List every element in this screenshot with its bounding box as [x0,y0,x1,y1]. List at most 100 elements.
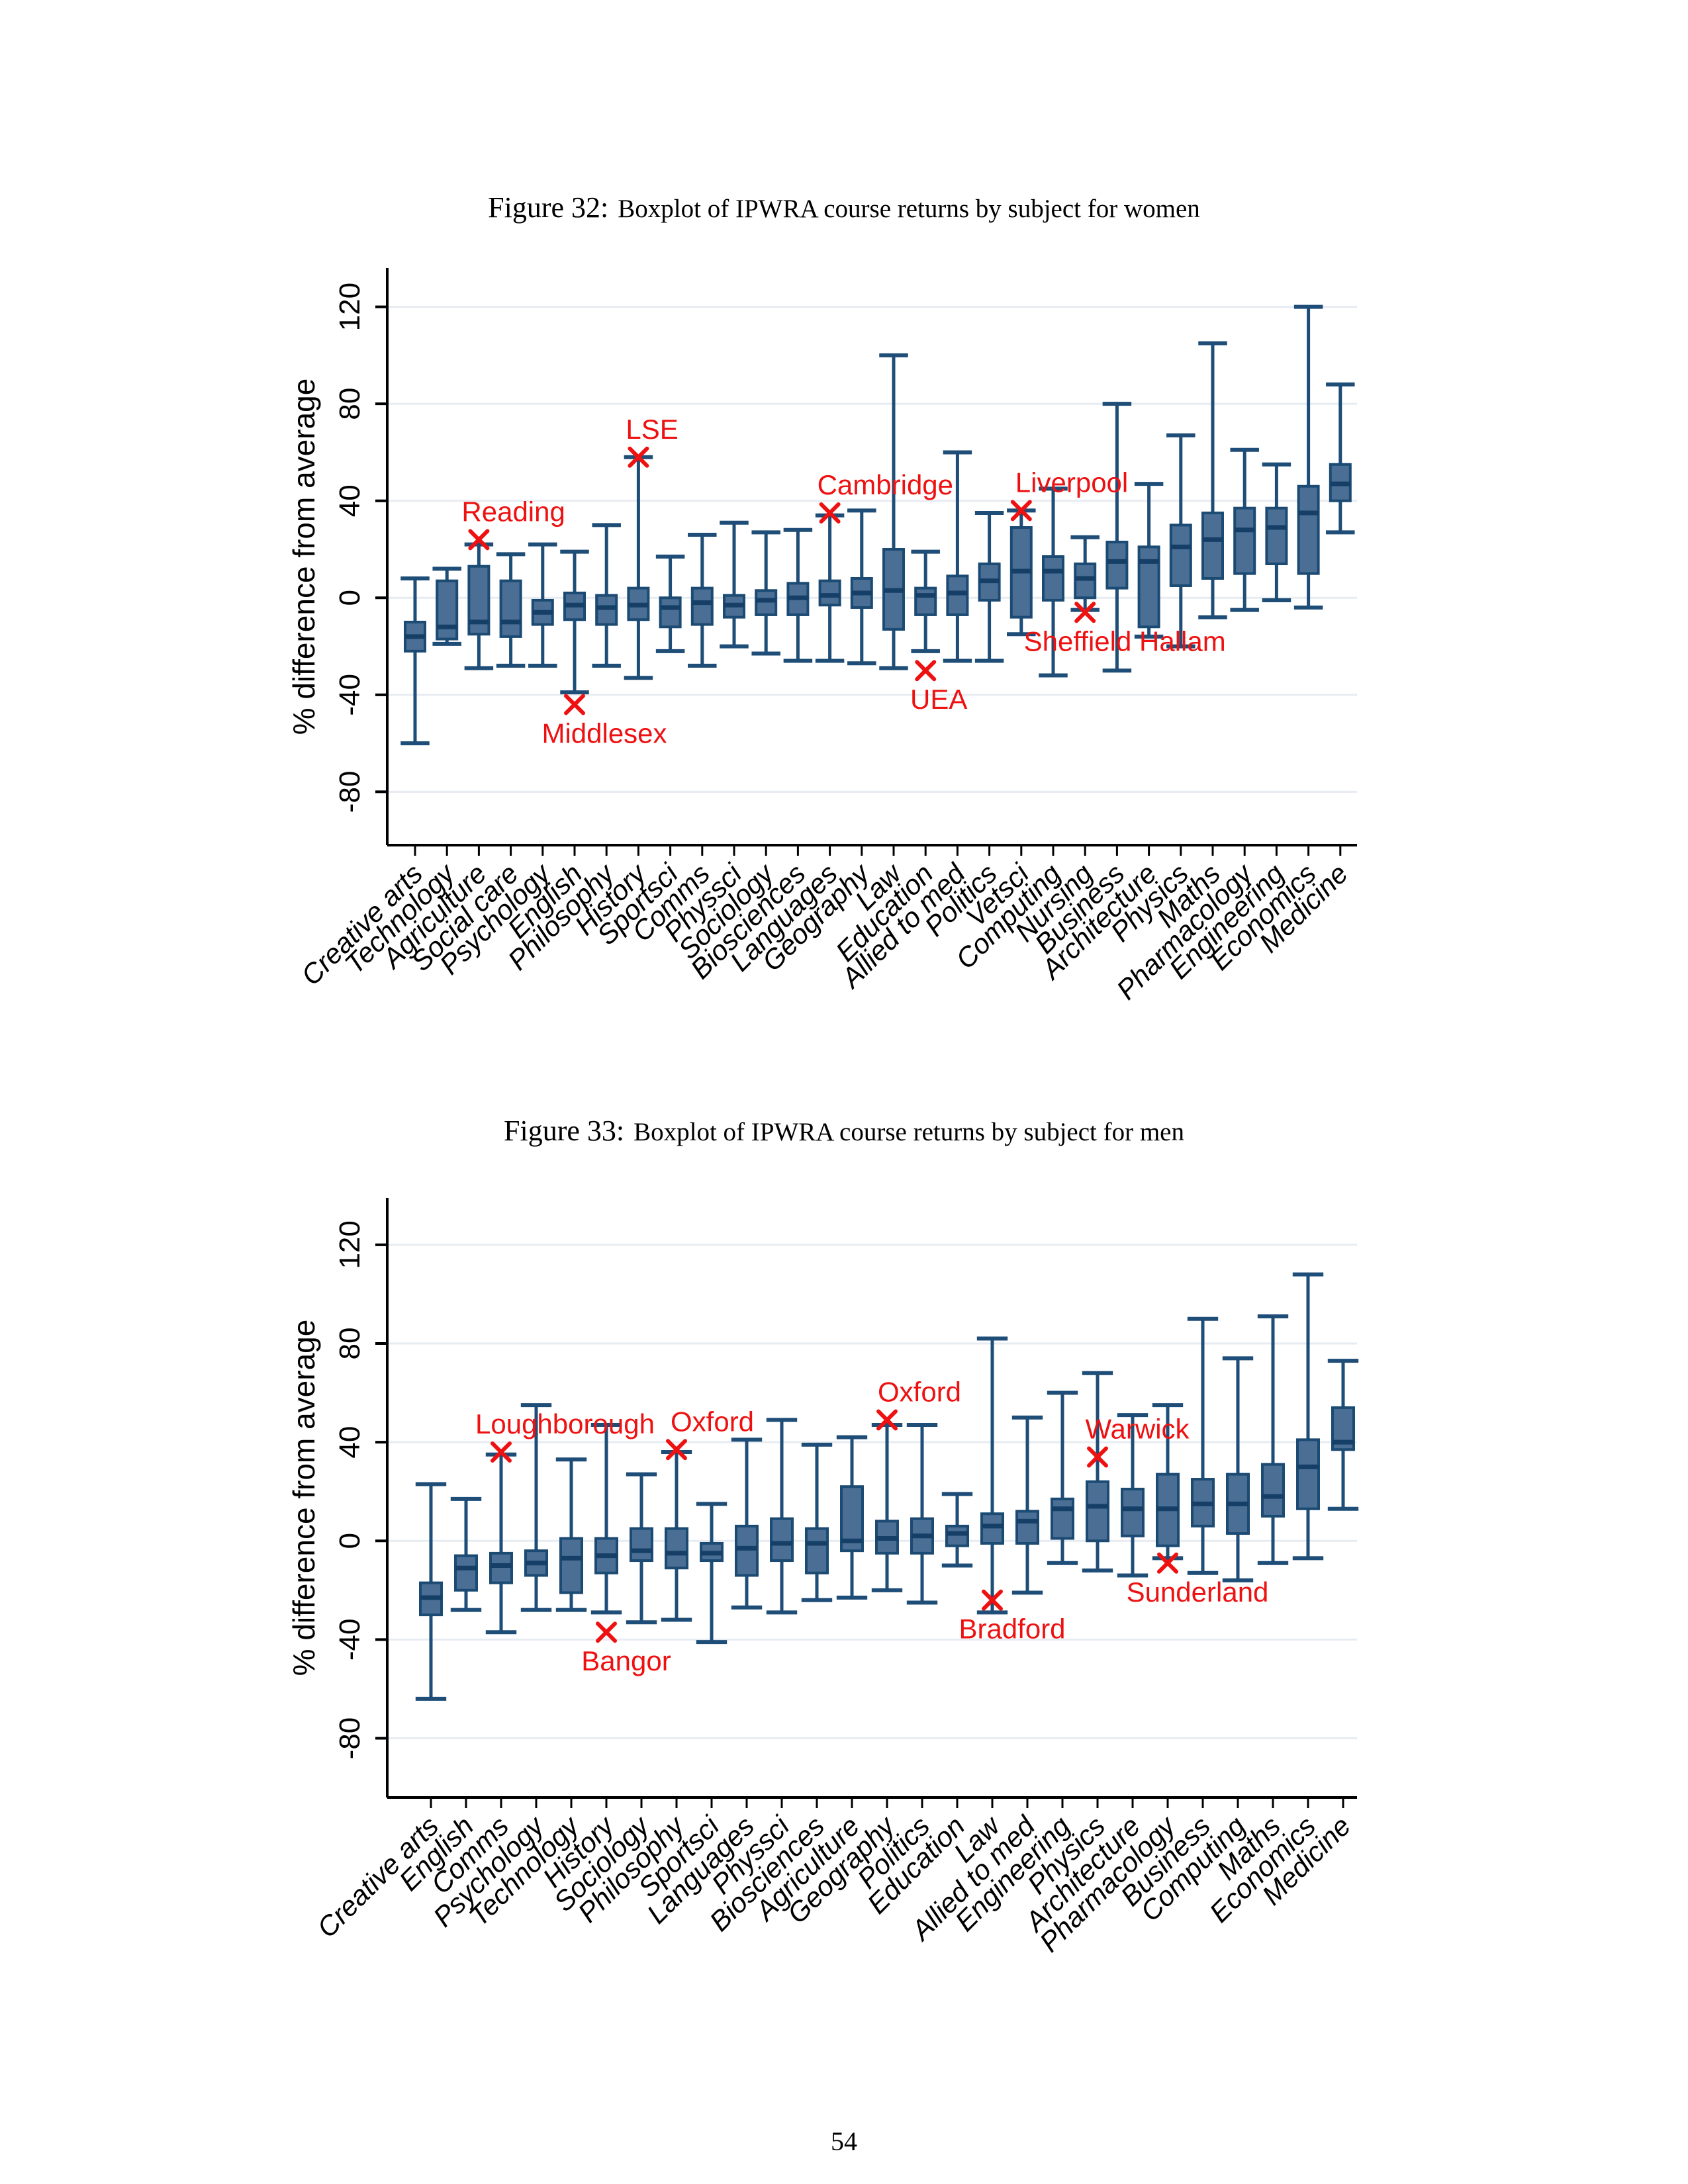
box-Psychology [528,542,557,668]
figure-33-caption: Figure 33: Boxplot of IPWRA course return… [0,1114,1688,1148]
box-Geography [847,508,876,666]
box-Computing [1039,486,1068,678]
box-Social care [496,552,526,668]
box-Languages [815,513,845,663]
box-Architecture [1117,1413,1149,1578]
svg-text:Sunderland: Sunderland [1127,1576,1269,1608]
outlier-Cambridge: Cambridge [818,469,953,524]
box-Pharmacology [1152,1403,1184,1561]
box-Economics [1293,304,1323,610]
box-Physics [1166,433,1196,649]
box-Maths [1257,1314,1289,1565]
box-Psychology [520,1403,552,1612]
outlier-Oxford: Oxford [666,1406,754,1461]
box-Comms [485,1452,517,1635]
svg-text:-40: -40 [334,1619,366,1661]
y-axis-title: % difference from average [291,1320,321,1676]
box-Medicine [1326,382,1355,535]
gridlines [387,306,1357,793]
svg-text:Liverpool: Liverpool [1015,467,1128,498]
box-Vetsci [1007,508,1036,637]
box-Philosophy [592,523,621,668]
box-Engineering [1047,1390,1078,1565]
box-Biosciences [783,527,813,663]
box-Allied to med [1011,1415,1043,1595]
box-English [450,1496,482,1612]
x-tick-labels: Creative artsTechnologyAgricultureSocial… [295,845,1354,1005]
box-Computing [1222,1356,1254,1582]
svg-text:LSE: LSE [626,414,678,445]
outlier-Sunderland: Sunderland [1127,1552,1269,1608]
box-Biosciences [801,1442,833,1602]
box-Engineering [1262,462,1291,602]
box-Allied to med [943,450,972,663]
figure-33-caption-text: Boxplot of IPWRA course returns by subje… [633,1118,1184,1146]
outlier-Bangor: Bangor [581,1621,671,1676]
outlier-Middlesex: Middlesex [541,694,667,749]
outlier-Sheffield Hallam: Sheffield Hallam [1024,602,1226,657]
box-English [560,549,589,695]
svg-text:120: 120 [334,283,366,331]
svg-text:Sheffield Hallam: Sheffield Hallam [1024,625,1226,657]
box-Law [976,1336,1008,1615]
box-Sociology [626,1472,657,1625]
box-Sportsci [696,1502,727,1645]
box-Technology [555,1457,587,1612]
outlier-UEA: UEA [910,660,967,715]
svg-text:40: 40 [334,484,366,517]
box-Business [1187,1316,1219,1575]
box-Geography [871,1423,903,1592]
svg-text:Reading: Reading [461,496,565,527]
y-axis-title: % difference from average [291,379,321,735]
svg-text:0: 0 [334,1533,366,1549]
svg-text:Bangor: Bangor [581,1645,671,1676]
svg-text:Oxford: Oxford [671,1406,754,1437]
box-Maths [1198,341,1227,619]
svg-text:Loughborough: Loughborough [475,1408,655,1439]
figure-32-caption-label: Figure 32: [488,191,609,224]
box-Architecture [1134,482,1164,639]
box-Comms [688,533,717,668]
x-tick-labels: Creative artsEnglishCommsPsychologyTechn… [311,1797,1356,1958]
outlier-LSE: LSE [626,414,679,468]
box-Languages [731,1437,763,1610]
box-Creative arts [400,576,430,746]
box-Physsci [720,520,749,649]
figure-32-caption-text: Boxplot of IPWRA course returns by subje… [618,195,1200,223]
box-Business [1102,402,1132,673]
y-tick-labels: 120 80 40 0 -40 -80 [334,283,387,813]
svg-text:Bradford: Bradford [959,1614,1065,1645]
box-Education [911,549,940,653]
figure-32-boxplot-chart: 120 80 40 0 -40 -80 % difference from average C… [291,268,1357,1005]
svg-text:Warwick: Warwick [1085,1413,1190,1444]
box-Agriculture [836,1435,868,1600]
box-Law [879,353,908,670]
outlier-Liverpool: Liverpool [1010,467,1128,522]
outlier-Warwick: Warwick [1085,1413,1190,1468]
box-Nursing [1070,535,1100,612]
svg-text:40: 40 [334,1426,366,1459]
box-Creative arts [415,1482,447,1701]
box-Economics [1292,1272,1324,1561]
box-History [590,1423,622,1615]
box-Pharmacology [1230,447,1259,612]
box-Physsci [766,1418,798,1615]
box-Physics [1082,1371,1113,1572]
svg-text:80: 80 [334,1327,366,1359]
box-Agriculture [464,542,494,670]
svg-text:-80: -80 [334,771,366,813]
page-number: 54 [831,2126,857,2156]
box-Medicine [1327,1359,1359,1511]
outlier-Bradford: Bradford [959,1589,1066,1645]
box-Sociology [751,530,780,656]
outlier-Oxford: Oxford [876,1377,961,1431]
svg-text:Cambridge: Cambridge [818,469,953,500]
figure-33-boxplot-chart: 120 80 40 0 -40 -80 % difference from average C… [291,1198,1359,1958]
box-Sportsci [655,555,685,653]
box-History [624,455,653,680]
box-Politics [906,1423,938,1605]
svg-text:120: 120 [334,1220,366,1269]
svg-text:UEA: UEA [910,684,967,715]
box-Philosophy [661,1450,692,1622]
